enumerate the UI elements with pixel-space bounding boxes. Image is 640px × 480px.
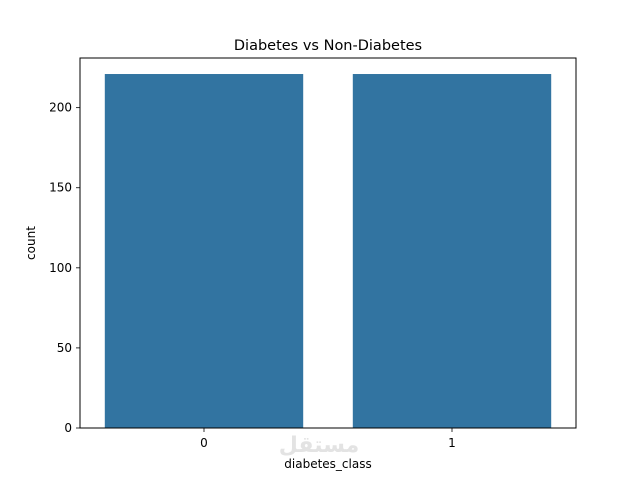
bar-0 (104, 74, 304, 428)
bar-1 (352, 74, 552, 428)
y-axis-label: count (24, 226, 38, 260)
y-tick-label: 0 (64, 421, 72, 435)
plot-frame (79, 57, 577, 429)
y-axis-ticks: 0 50 100 150 200 (49, 101, 80, 435)
y-tick-label: 100 (49, 261, 72, 275)
bars-group (104, 74, 552, 428)
watermark-logo: مستقل (279, 433, 359, 458)
x-tick-label: 0 (200, 436, 208, 450)
y-tick-label: 200 (49, 101, 72, 115)
chart-title: Diabetes vs Non-Diabetes (234, 38, 422, 54)
y-tick-label: 50 (57, 341, 72, 355)
x-tick-label: 1 (448, 436, 456, 450)
y-tick-label: 150 (49, 181, 72, 195)
x-axis-label: diabetes_class (284, 457, 371, 471)
